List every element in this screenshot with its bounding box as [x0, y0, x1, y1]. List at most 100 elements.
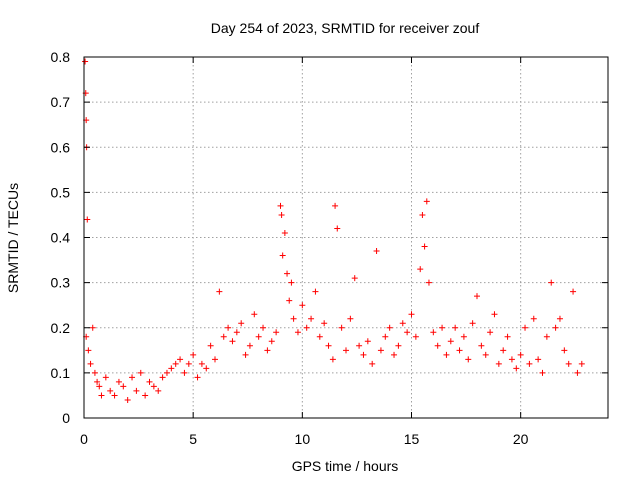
data-point — [85, 347, 92, 354]
data-point — [82, 58, 89, 65]
data-point — [312, 288, 319, 295]
data-point — [212, 356, 218, 363]
data-point — [539, 369, 546, 376]
data-point — [478, 342, 485, 349]
data-point — [260, 324, 267, 331]
data-point — [391, 351, 398, 358]
data-point — [552, 324, 559, 331]
x-axis-label: GPS time / hours — [292, 458, 399, 474]
data-point — [277, 202, 284, 209]
data-point — [303, 324, 310, 331]
data-point — [133, 387, 140, 394]
axis-ticks: 0 5 10 15 20 0 0.1 0.2 0.3 0.4 0.5 0.6 0.7 0.8 — [51, 49, 608, 447]
data-point — [351, 275, 358, 282]
data-point — [177, 356, 184, 363]
data-point — [404, 329, 411, 336]
data-point — [316, 333, 323, 340]
data-point — [273, 329, 280, 336]
grid-lines — [84, 57, 608, 418]
data-point — [395, 342, 402, 349]
data-point — [190, 351, 197, 358]
chart-title: Day 254 of 2023, SRMTID for receiver zou… — [211, 20, 480, 36]
data-point — [447, 338, 454, 345]
data-point — [198, 360, 205, 367]
x-tick-label: 20 — [513, 431, 529, 447]
data-point — [137, 369, 144, 376]
data-point — [399, 320, 406, 327]
data-point — [150, 383, 157, 390]
data-point — [299, 302, 306, 309]
data-point — [168, 365, 175, 372]
data-point — [207, 342, 214, 349]
data-point — [163, 369, 170, 376]
data-point — [526, 360, 533, 367]
data-point — [288, 279, 295, 286]
data-point — [129, 374, 136, 381]
data-point — [377, 347, 384, 354]
y-tick-label: 0.2 — [51, 320, 71, 336]
data-point — [548, 279, 555, 286]
data-point — [181, 369, 188, 376]
data-point — [443, 351, 450, 358]
data-point — [430, 329, 437, 336]
data-point — [203, 365, 210, 372]
data-point — [513, 365, 520, 372]
data-point — [281, 229, 288, 236]
data-point — [460, 333, 467, 340]
data-point — [565, 360, 572, 367]
data-point — [452, 324, 459, 331]
data-point — [338, 324, 345, 331]
data-point — [530, 315, 537, 322]
data-point — [308, 315, 315, 322]
data-point — [578, 360, 585, 367]
data-point — [284, 270, 291, 277]
data-point — [434, 342, 441, 349]
data-point — [412, 333, 419, 340]
data-point — [419, 211, 426, 218]
data-point — [343, 347, 349, 354]
y-tick-label: 0 — [62, 410, 70, 426]
x-tick-label: 10 — [295, 431, 311, 447]
data-point — [482, 351, 489, 358]
data-point — [423, 198, 430, 205]
data-point — [229, 338, 236, 345]
data-point — [91, 369, 98, 376]
data-point — [220, 333, 227, 340]
data-point — [439, 324, 446, 331]
x-tick-label: 15 — [404, 431, 420, 447]
data-point — [107, 387, 114, 394]
data-point — [242, 351, 249, 358]
data-point — [84, 216, 91, 223]
data-point — [570, 288, 577, 295]
data-point — [386, 324, 393, 331]
data-point — [369, 360, 376, 367]
y-tick-label: 0.5 — [51, 184, 71, 200]
data-point — [382, 333, 389, 340]
y-tick-label: 0.6 — [51, 139, 71, 155]
data-point — [225, 324, 232, 331]
data-point — [251, 311, 258, 318]
data-point — [325, 342, 332, 349]
data-point — [102, 374, 109, 381]
data-point — [408, 311, 415, 318]
data-point — [255, 333, 262, 340]
y-tick-label: 0.7 — [51, 94, 71, 110]
data-point — [456, 347, 463, 354]
data-point — [321, 320, 328, 327]
data-point — [504, 333, 511, 340]
data-point — [279, 252, 286, 259]
data-point — [87, 360, 94, 367]
y-axis-label: SRMTID / TECUs — [5, 183, 21, 293]
data-point — [98, 392, 105, 399]
data-point — [469, 320, 476, 327]
data-point — [155, 387, 162, 394]
data-point — [491, 311, 498, 318]
data-point — [194, 374, 201, 381]
data-point — [364, 338, 371, 345]
data-point — [522, 324, 529, 331]
data-point — [535, 356, 542, 363]
y-tick-label: 0.8 — [51, 49, 71, 65]
data-point — [487, 329, 494, 336]
data-point — [543, 333, 550, 340]
